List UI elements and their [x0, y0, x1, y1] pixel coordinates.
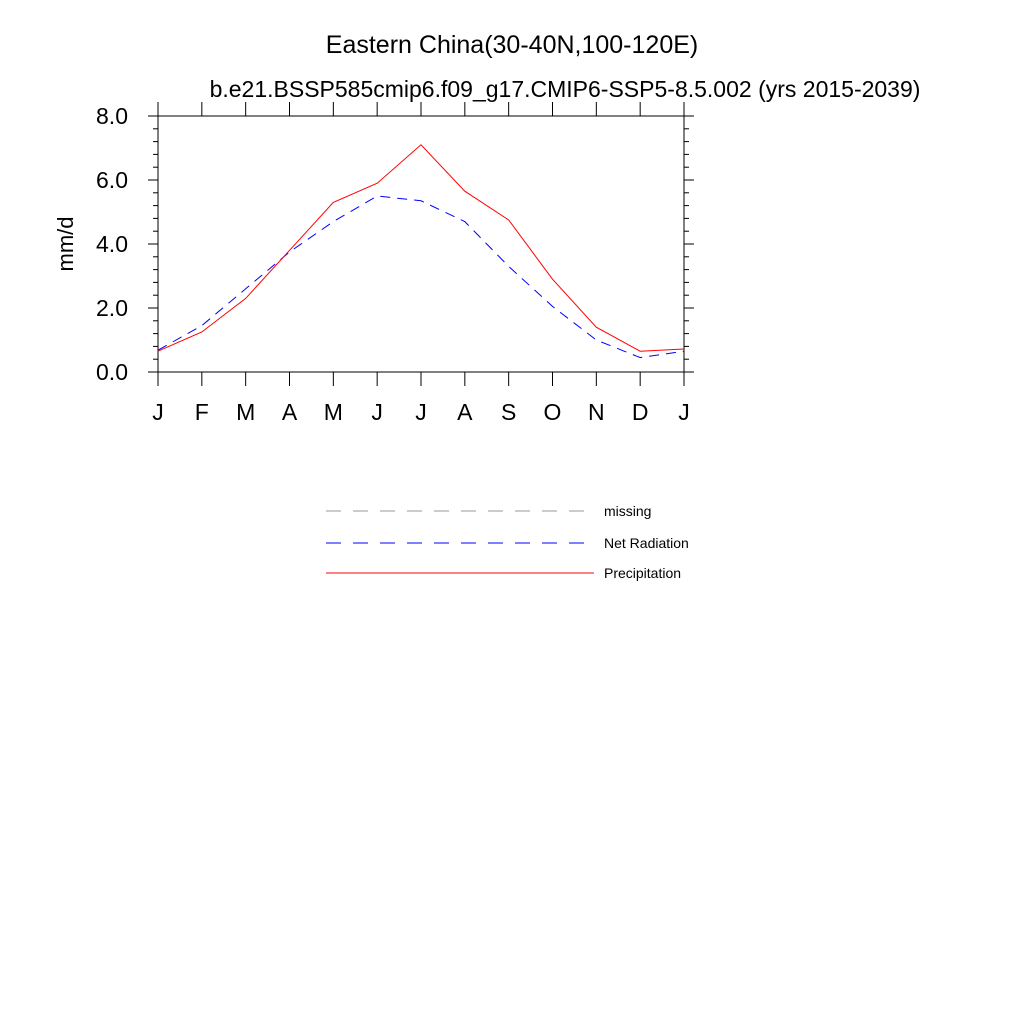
- y-tick-labels: 0.0 2.0 4.0 6.0 8.0: [96, 103, 128, 385]
- x-tick-label: J: [415, 399, 427, 425]
- y-axis-label: mm/d: [53, 217, 78, 272]
- series-line-precipitation: [157, 144, 685, 352]
- chart-subtitle: b.e21.BSSP585cmip6.f09_g17.CMIP6-SSP5-8.…: [210, 76, 921, 102]
- legend: missing Net Radiation Precipitation: [326, 503, 689, 581]
- x-tick-label: D: [632, 399, 649, 425]
- x-tick-label: J: [152, 399, 164, 425]
- series-lines: [157, 144, 685, 359]
- x-tick-label: A: [457, 399, 473, 425]
- y-tick-label: 2.0: [96, 295, 128, 321]
- x-tick-label: J: [371, 399, 383, 425]
- legend-label: missing: [604, 503, 651, 519]
- chart-title: Eastern China(30-40N,100-120E): [326, 31, 698, 59]
- legend-label: Precipitation: [604, 565, 681, 581]
- x-tick-label: J: [678, 399, 690, 425]
- x-tick-label: S: [501, 399, 516, 425]
- x-tick-label: F: [195, 399, 209, 425]
- x-tick-label: A: [282, 399, 298, 425]
- y-tick-label: 0.0: [96, 359, 128, 385]
- y-tick-label: 8.0: [96, 103, 128, 129]
- x-tick-label: M: [236, 399, 255, 425]
- plot-frame: [157, 115, 685, 373]
- x-tick-label: N: [588, 399, 605, 425]
- x-tick-label: O: [544, 399, 562, 425]
- axis-ticks: [148, 102, 694, 386]
- legend-label: Net Radiation: [604, 535, 689, 551]
- y-tick-label: 4.0: [96, 231, 128, 257]
- x-tick-label: M: [324, 399, 343, 425]
- series-line-net-radiation: [157, 195, 685, 359]
- y-tick-label: 6.0: [96, 167, 128, 193]
